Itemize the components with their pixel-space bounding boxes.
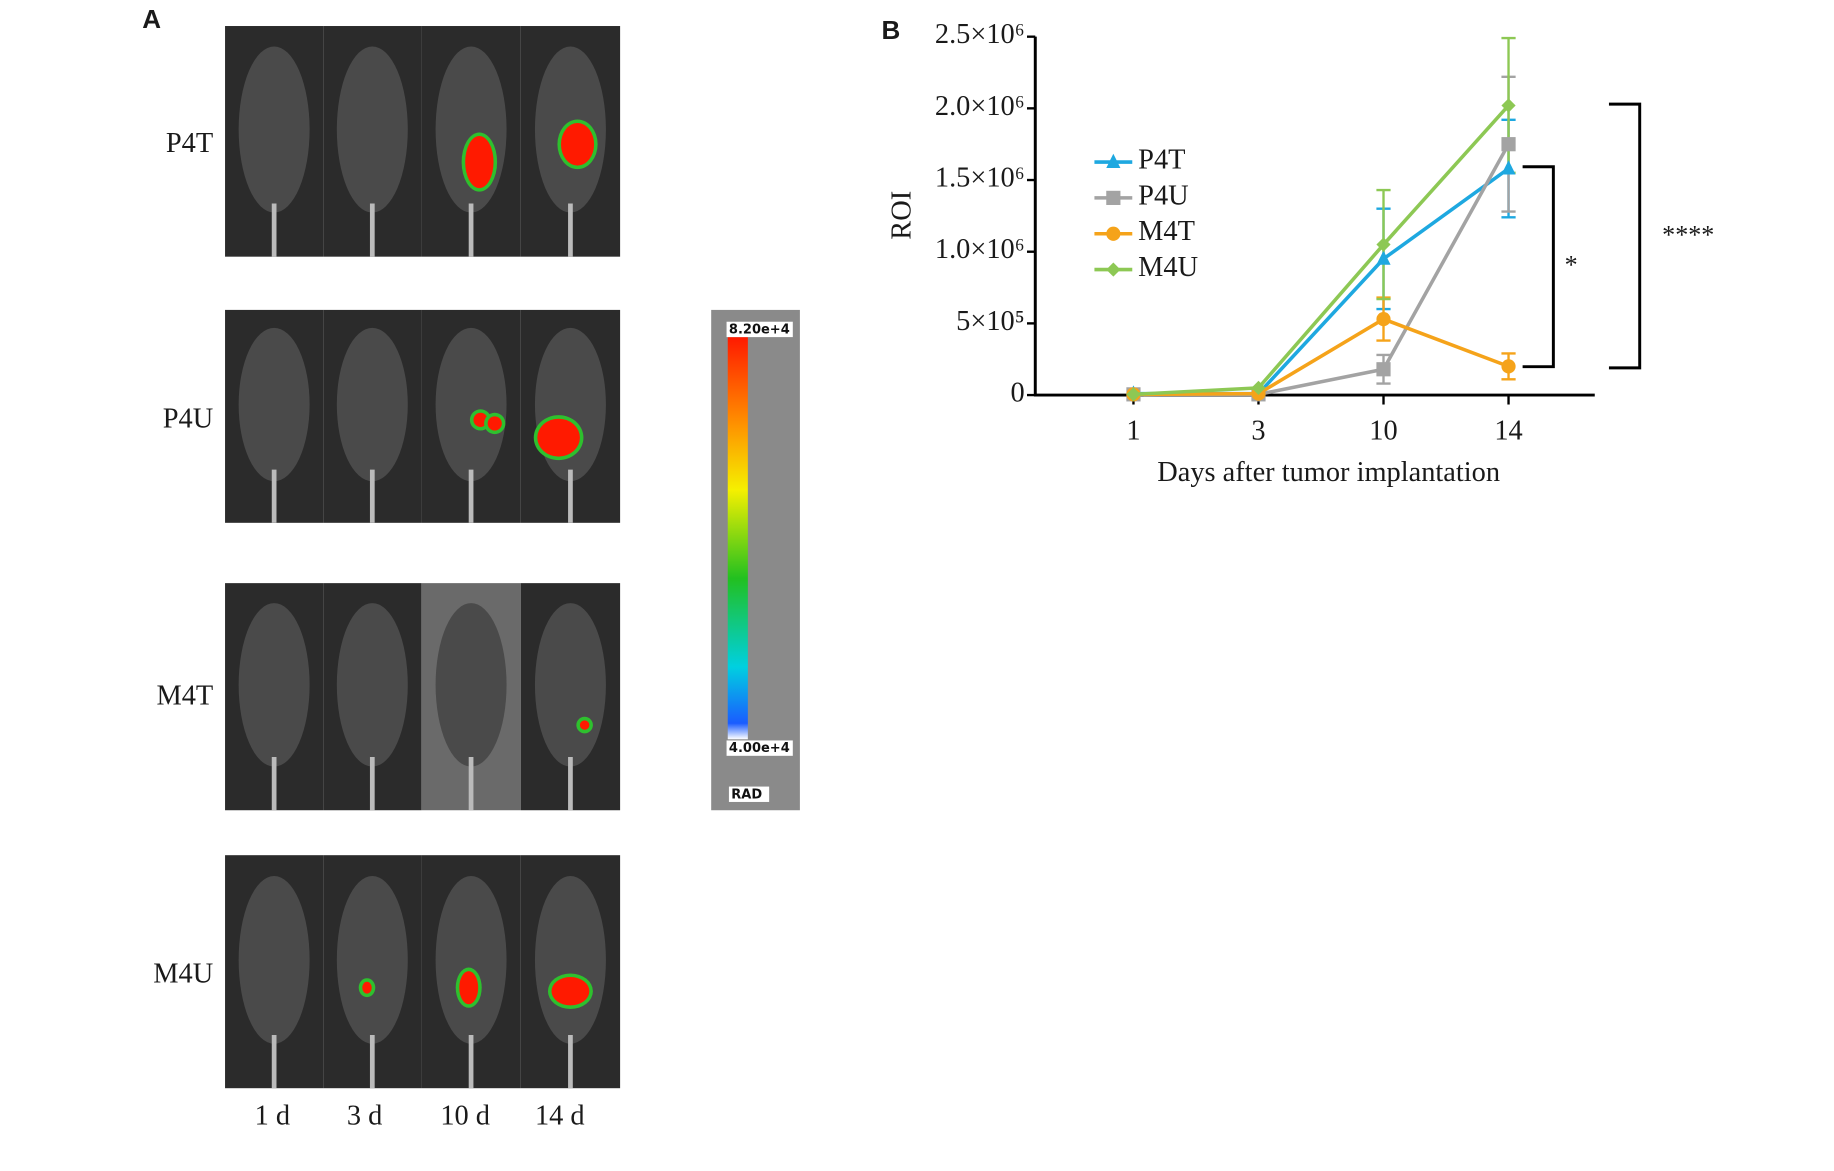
- mouse-silhouette: [435, 875, 507, 1044]
- marker: [1106, 190, 1121, 205]
- column-label: 14 d: [535, 1100, 585, 1131]
- legend-label: M4U: [1138, 252, 1198, 283]
- row-label: M4T: [156, 680, 213, 711]
- x-tick-label: 3: [1251, 415, 1265, 446]
- signal-spot: [560, 123, 595, 166]
- mouse-silhouette: [435, 603, 507, 767]
- y-tick-label: 2.5×10⁶: [935, 19, 1025, 50]
- mouse-silhouette: [238, 327, 310, 482]
- colorbar-unit: RAD: [731, 787, 762, 802]
- x-tick-label: 1: [1126, 415, 1140, 446]
- signal-spot: [537, 418, 580, 457]
- mouse-silhouette: [336, 46, 408, 213]
- marker: [1106, 226, 1121, 241]
- marker: [1501, 137, 1516, 152]
- label-box: [726, 740, 793, 756]
- mouse-silhouette: [336, 327, 408, 482]
- y-axis-title: ROI: [887, 191, 918, 240]
- signal-spot: [362, 981, 372, 994]
- significance-bracket: [1522, 165, 1555, 369]
- marker: [1106, 153, 1121, 168]
- significance-bracket: [1608, 102, 1642, 370]
- marker: [1501, 359, 1516, 374]
- x-axis-title: Days after tumor implantation: [1157, 457, 1500, 488]
- y-tick-label: 1.0×10⁶: [935, 234, 1025, 265]
- legend-label: P4T: [1138, 145, 1185, 176]
- mouse-silhouette: [336, 603, 408, 767]
- y-tick-label: 1.5×10⁶: [935, 163, 1025, 194]
- column-label: 1 d: [255, 1100, 290, 1131]
- signal-spot: [487, 416, 502, 431]
- colorbar-max: 8.20e+4: [729, 323, 790, 338]
- marker: [1251, 380, 1266, 395]
- legend-label: P4U: [1138, 180, 1188, 211]
- mouse-silhouette: [336, 875, 408, 1044]
- marker: [1376, 237, 1391, 252]
- row-label: M4U: [153, 958, 213, 989]
- row-label: P4T: [166, 128, 213, 159]
- row-label: P4U: [163, 404, 213, 435]
- marker: [1376, 311, 1391, 327]
- mouse-silhouette: [238, 603, 310, 767]
- label-box: [726, 321, 793, 338]
- mouse-silhouette: [534, 603, 606, 767]
- label-box: [728, 786, 770, 802]
- colorbar: [727, 337, 748, 740]
- mouse-silhouette: [534, 327, 606, 482]
- mouse-silhouette: [435, 327, 507, 482]
- column-label: 10 d: [440, 1100, 490, 1131]
- mouse-silhouette: [534, 875, 606, 1044]
- colorbar-frame: [711, 309, 800, 811]
- significance-label: ****: [1662, 221, 1714, 250]
- x-tick-label: 14: [1494, 415, 1522, 446]
- marker: [1106, 262, 1121, 277]
- signal-spot: [579, 720, 590, 730]
- marker: [1376, 362, 1391, 377]
- x-tick-label: 10: [1369, 415, 1397, 446]
- marker: [1501, 98, 1516, 113]
- y-tick-label: 5×10⁵: [956, 306, 1024, 337]
- signal-spot: [551, 977, 590, 1006]
- signal-spot: [465, 136, 494, 189]
- significance-label: *: [1565, 250, 1578, 279]
- mouse-silhouette: [238, 875, 310, 1044]
- y-tick-label: 0: [1010, 378, 1024, 409]
- y-tick-label: 2.0×10⁶: [935, 91, 1025, 122]
- marker: [1501, 160, 1516, 175]
- marker: [1376, 250, 1391, 265]
- panel-label: A: [142, 4, 161, 34]
- panel-b: B ROI Days after tumor implantation * **…: [882, 15, 1715, 488]
- signal-spot: [459, 971, 479, 1005]
- panel-a: A 8.20e+4 4.00e+4 RAD P4T P4U M4T M4U 1 d 3 d…: [142, 4, 800, 1131]
- legend-label: M4T: [1138, 216, 1195, 247]
- mouse-silhouette: [238, 46, 310, 213]
- panel-label: B: [882, 15, 901, 45]
- column-label: 3 d: [347, 1100, 382, 1131]
- colorbar-min: 4.00e+4: [729, 741, 790, 756]
- series-line: [1133, 104, 1510, 397]
- series-line: [1133, 317, 1510, 397]
